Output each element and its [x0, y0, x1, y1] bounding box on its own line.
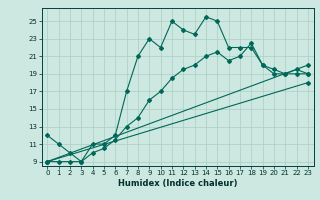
X-axis label: Humidex (Indice chaleur): Humidex (Indice chaleur) [118, 179, 237, 188]
